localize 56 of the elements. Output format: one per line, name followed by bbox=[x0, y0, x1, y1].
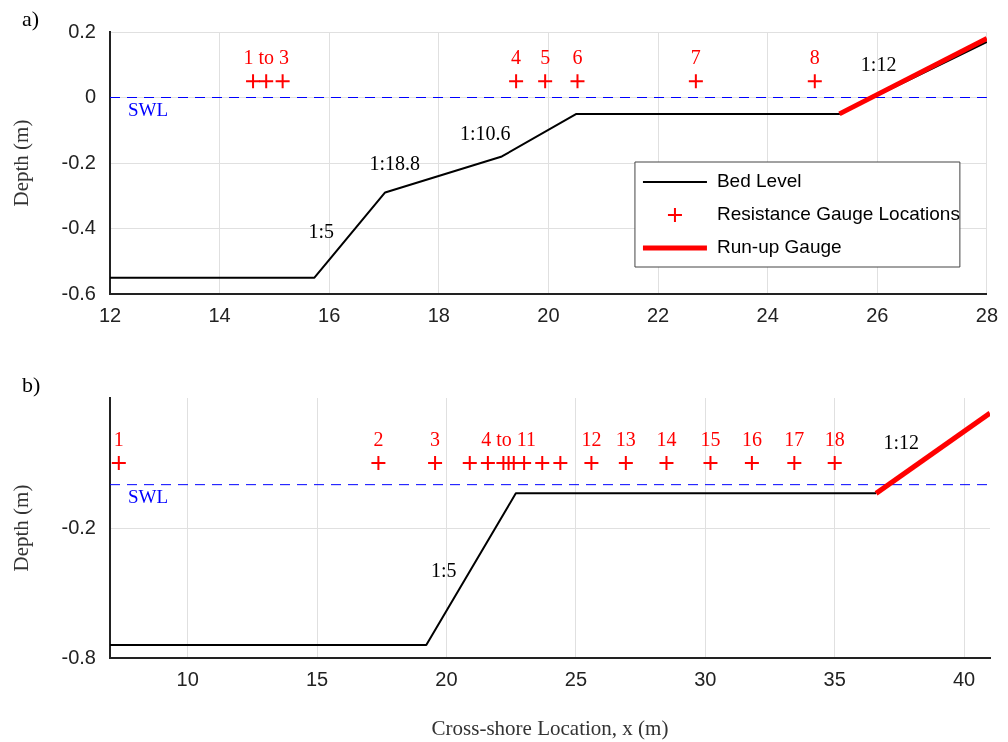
x-tick-label: 12 bbox=[98, 303, 122, 326]
annotation: 1:10.6 bbox=[459, 122, 511, 145]
y-tick-label: -0.6 bbox=[61, 281, 96, 304]
y-tick-label: -0.2 bbox=[61, 515, 96, 538]
annotation: 6 bbox=[572, 46, 583, 69]
x-tick-label: 26 bbox=[866, 303, 889, 326]
x-tick-label: 22 bbox=[646, 303, 670, 326]
ref-line-label: SWL bbox=[128, 98, 169, 120]
x-tick-label: 24 bbox=[756, 303, 779, 326]
annotation: 1 bbox=[113, 428, 124, 451]
chart-title: a) bbox=[22, 5, 40, 31]
y-axis-title: Depth (m) bbox=[9, 119, 34, 207]
ref-line-label: SWL bbox=[128, 486, 169, 508]
annotation: 1:12 bbox=[883, 430, 919, 453]
annotation: 4 bbox=[511, 46, 522, 69]
annotation: 15 bbox=[700, 428, 721, 451]
y-axis-title: Depth (m) bbox=[9, 484, 34, 572]
x-tick-label: 30 bbox=[694, 667, 717, 690]
annotation: 7 bbox=[690, 46, 701, 69]
annotation: 3 bbox=[430, 428, 441, 451]
x-axis-title: Cross-shore Location, x (m) bbox=[431, 715, 669, 740]
annotation: 17 bbox=[784, 428, 805, 451]
x-tick-label: 40 bbox=[952, 667, 976, 690]
x-tick-label: 20 bbox=[537, 303, 560, 326]
y-tick-label: -0.4 bbox=[61, 216, 96, 239]
x-tick-label: 15 bbox=[305, 667, 329, 690]
annotation: 1:18.8 bbox=[369, 151, 421, 174]
x-tick-label: 16 bbox=[318, 303, 341, 326]
chart-title: b) bbox=[22, 371, 41, 397]
x-tick-label: 10 bbox=[176, 667, 199, 690]
annotation: 1:5 bbox=[430, 558, 457, 581]
y-tick-label: -0.8 bbox=[61, 645, 96, 668]
legend-label: Bed Level bbox=[716, 170, 802, 192]
annotation: 12 bbox=[581, 428, 602, 451]
x-tick-label: 18 bbox=[427, 303, 450, 326]
y-tick-label: 0 bbox=[84, 85, 96, 108]
y-tick-label: -0.2 bbox=[61, 150, 96, 173]
annotation: 14 bbox=[656, 428, 677, 451]
x-tick-label: 14 bbox=[208, 303, 231, 326]
annotation: 4 to 11 bbox=[481, 428, 536, 451]
x-tick-label: 20 bbox=[435, 667, 458, 690]
x-tick-label: 25 bbox=[564, 667, 588, 690]
legend-label: Run-up Gauge bbox=[716, 236, 842, 258]
annotation: 8 bbox=[809, 46, 820, 69]
annotation: 5 bbox=[540, 46, 551, 69]
x-tick-label: 28 bbox=[975, 303, 998, 326]
annotation: 1:12 bbox=[860, 53, 897, 76]
legend-label: Resistance Gauge Locations bbox=[716, 203, 960, 225]
annotation: 18 bbox=[824, 428, 845, 451]
annotation: 1 to 3 bbox=[243, 46, 289, 69]
annotation: 16 bbox=[741, 428, 762, 451]
annotation: 2 bbox=[373, 428, 384, 451]
annotation: 1:5 bbox=[308, 220, 335, 243]
x-tick-label: 35 bbox=[823, 667, 846, 690]
y-tick-label: 0.2 bbox=[68, 19, 96, 42]
annotation: 13 bbox=[615, 428, 636, 451]
